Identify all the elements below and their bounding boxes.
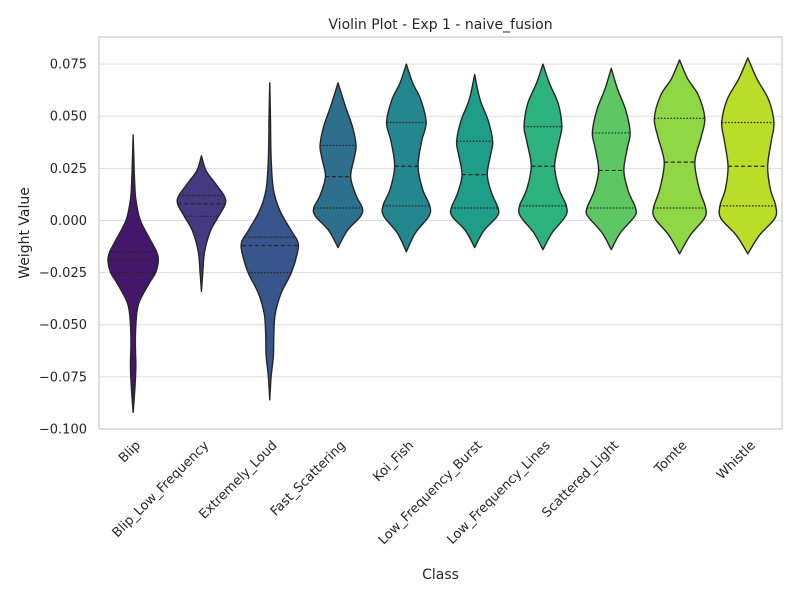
y-tick-label: 0.025	[50, 162, 87, 177]
x-tick-label: Blip	[116, 438, 144, 466]
violin-tomte	[652, 59, 707, 255]
x-tick-labels: BlipBlip_Low_FrequencyExtremely_LoudFast…	[110, 438, 759, 548]
y-tick-labels: −0.100 −0.075 −0.050 −0.025 0.000 0.025 0.050 0…	[39, 58, 87, 438]
violin-whistle	[718, 57, 778, 255]
y-tick-label: 0.075	[50, 58, 87, 73]
violin-scattered-light	[585, 67, 638, 251]
violin-low-frequency-burst	[449, 73, 500, 249]
violin-koi-fish	[381, 63, 432, 253]
violin-fast-scattering	[312, 82, 364, 249]
y-tick-label: −0.075	[39, 370, 87, 385]
violin-low-frequency-lines	[518, 63, 568, 251]
y-tick-label: −0.025	[39, 266, 87, 281]
violin-blip	[107, 134, 160, 414]
x-tick-label: Tomte	[651, 438, 690, 477]
y-tick-label: 0.050	[50, 110, 87, 125]
y-axis-label: Weight Value	[17, 187, 33, 279]
violin-extremely-loud	[240, 82, 300, 401]
x-tick-label: Whistle	[714, 438, 759, 483]
violin-blip-low-frequency	[176, 155, 227, 293]
y-tick-label: 0.000	[50, 214, 87, 229]
x-tick-label: Koi_Fish	[370, 438, 417, 485]
y-tick-label: −0.050	[39, 318, 87, 333]
plot-frame	[98, 36, 783, 430]
x-axis-label: Class	[422, 567, 459, 583]
x-tick-label: Fast_Scattering	[268, 438, 349, 519]
y-tick-label: −0.100	[39, 423, 87, 438]
violins	[107, 57, 778, 414]
chart-title: Violin Plot - Exp 1 - naive_fusion	[328, 17, 552, 33]
